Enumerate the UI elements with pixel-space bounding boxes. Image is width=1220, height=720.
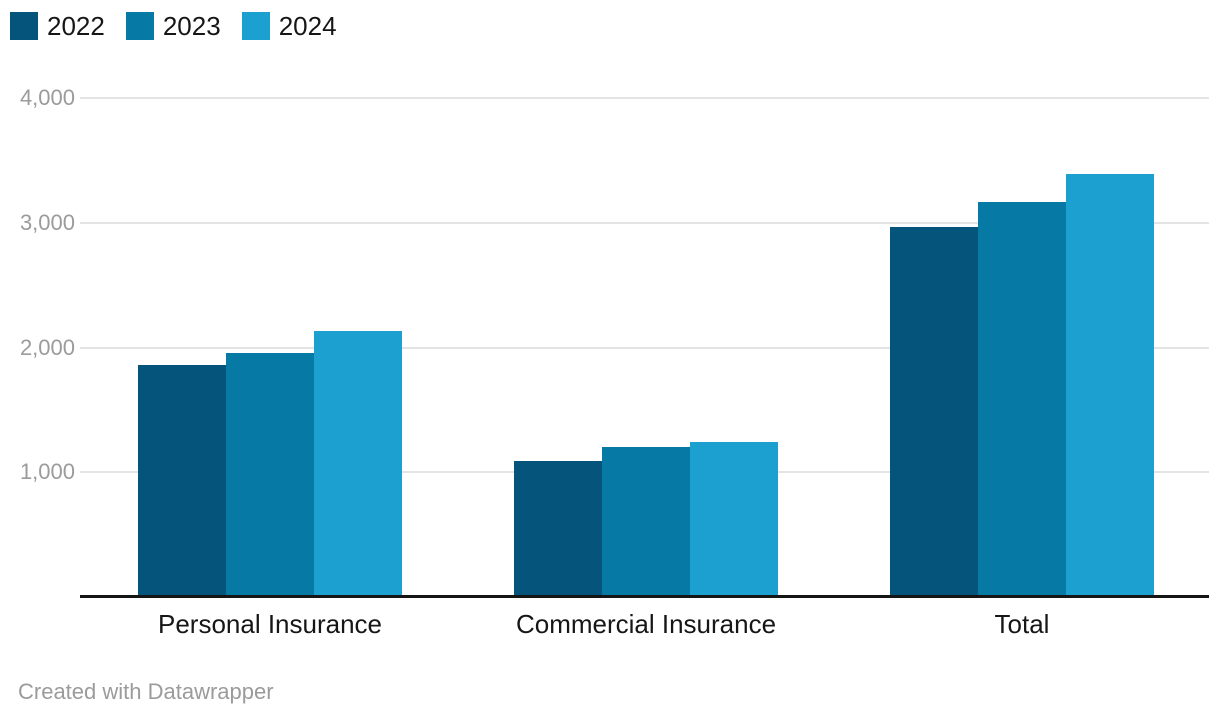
chart-legend: 2022 2023 2024 — [10, 12, 358, 40]
y-tick-label-2000: 2,000 — [19, 334, 75, 360]
gridline-4000 — [80, 97, 1209, 99]
bar-2024-commercial-insurance — [690, 441, 778, 597]
category-label-personal-insurance: Personal Insurance — [157, 609, 383, 639]
category-label-total: Total — [994, 609, 1050, 639]
legend-item-2024: 2024 — [241, 11, 337, 41]
bar-group-personal-insurance — [138, 98, 402, 597]
legend-item-2022: 2022 — [10, 12, 105, 40]
category-label-commercial-insurance: Commercial Insurance — [515, 609, 777, 639]
bar-2023-commercial-insurance — [602, 447, 690, 597]
legend-swatch-2023 — [125, 12, 154, 40]
legend-swatch-2024 — [241, 12, 270, 40]
legend-label-2024: 2024 — [278, 11, 337, 41]
bar-2022-total — [890, 227, 978, 597]
gridline-3000 — [80, 221, 1209, 224]
y-tick-label-3000: 3,000 — [19, 209, 75, 235]
bar-2024-total — [1066, 174, 1154, 597]
datawrapper-credit: Created with Datawrapper — [18, 679, 274, 704]
legend-label-2023: 2023 — [162, 11, 221, 41]
plot-area — [80, 97, 1209, 597]
y-tick-label-1000: 1,000 — [19, 459, 75, 485]
bar-group-commercial-insurance — [514, 98, 778, 597]
legend-swatch-2022 — [10, 12, 38, 40]
bar-2024-personal-insurance — [314, 331, 402, 597]
bar-2022-commercial-insurance — [514, 461, 602, 597]
legend-label-2022: 2022 — [47, 11, 105, 41]
y-tick-label-4000: 4,000 — [19, 85, 75, 110]
bar-2023-total — [978, 202, 1066, 597]
bar-group-total — [890, 98, 1154, 597]
legend-item-2023: 2023 — [125, 11, 221, 41]
bar-2023-personal-insurance — [226, 353, 314, 597]
bar-2022-personal-insurance — [138, 364, 226, 597]
x-axis-line — [80, 595, 1209, 598]
gridline-2000 — [80, 346, 1209, 349]
